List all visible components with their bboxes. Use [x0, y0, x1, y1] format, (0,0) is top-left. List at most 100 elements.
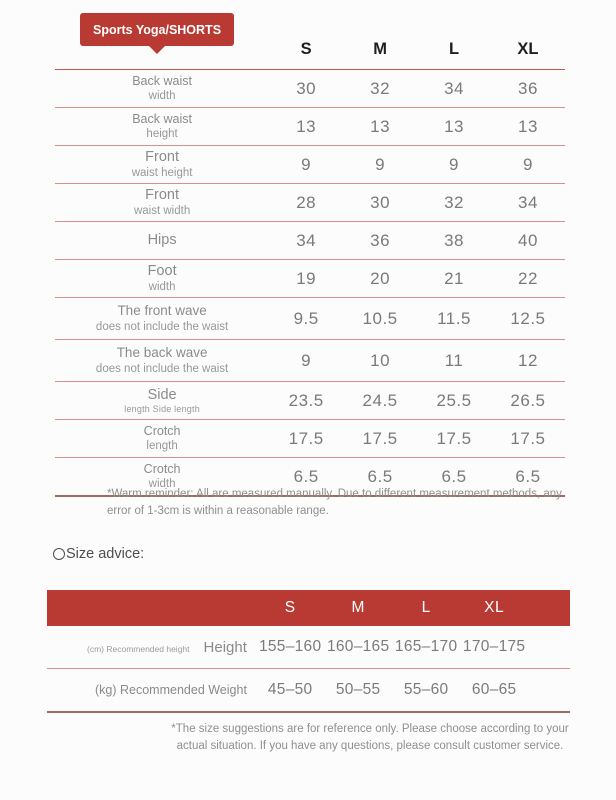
cell-value: 36: [518, 78, 538, 98]
row-label-group: Back waist width: [55, 74, 269, 104]
row-label: Front: [145, 149, 180, 166]
cell-value: 17.5: [510, 428, 546, 448]
cell-value: 9: [301, 350, 312, 370]
row-sublabel: width: [148, 478, 176, 491]
size-advice-heading: Size advice:: [53, 546, 144, 562]
cell-value: 24.5: [362, 390, 398, 410]
row-label: Crotch: [143, 423, 181, 438]
row-sublabel: width: [148, 90, 176, 103]
row-sublabel: does not include the waist: [95, 320, 229, 333]
cell-value: 11.5: [437, 308, 471, 328]
row-sublabel: height: [146, 128, 178, 141]
cell-value: 170–175: [462, 638, 526, 655]
row-label-group: Foot width: [55, 262, 269, 295]
cell-value: 13: [370, 116, 391, 136]
cell-value: 20: [370, 268, 391, 288]
row-label: Side: [147, 386, 177, 403]
table-row: (kg) Recommended Weight 45–50 50–55 55–6…: [47, 668, 570, 711]
table-row: Back waist height 13 13 13 13: [55, 107, 565, 145]
row-label-group: The front wave does not include the wais…: [55, 303, 269, 334]
measurement-table: S M L XL Back waist width 30 32 34 36 Ba…: [55, 30, 565, 497]
column-header-m: M: [373, 40, 387, 58]
cell-value: 155–160: [258, 638, 322, 655]
row-label-group: Crotch length: [55, 424, 269, 454]
row-sublabel: length: [146, 440, 178, 453]
size-advice-header-bar: S M L XL: [47, 590, 570, 626]
advice-column-header-xl: XL: [484, 599, 505, 616]
cell-value: 9: [449, 154, 460, 174]
row-label: Height: [203, 638, 247, 656]
cell-value: 9: [301, 154, 312, 174]
category-badge-label: Sports Yoga/SHORTS: [93, 23, 222, 37]
row-label-group: (cm) Recommended height Height: [47, 639, 256, 656]
row-label: Hips: [147, 232, 177, 249]
cell-value: 6.5: [293, 466, 319, 486]
cell-value: 25.5: [436, 390, 472, 410]
cell-value: 19: [296, 268, 317, 288]
table-row: Front waist width 28 30 32 34: [55, 183, 565, 221]
measurement-table-header: S M L XL: [55, 30, 565, 69]
cell-value: 32: [444, 192, 464, 212]
cell-value: 23.5: [288, 390, 324, 410]
cell-value: 17.5: [436, 428, 472, 448]
cell-value: 50–55: [335, 681, 381, 698]
advice-column-header-s: S: [284, 599, 296, 616]
cell-value: 30: [370, 192, 391, 212]
row-label-group: Back waist height: [55, 112, 269, 142]
cell-value: 10.5: [362, 308, 398, 328]
cell-value: 26.5: [510, 390, 546, 410]
cell-value: 55–60: [403, 681, 449, 698]
table-row: (cm) Recommended height Height 155–160 1…: [47, 626, 570, 668]
category-badge: Sports Yoga/SHORTS: [80, 13, 235, 46]
advice-column-header-l: L: [421, 599, 431, 616]
cell-value: 17.5: [288, 428, 324, 448]
cell-value: 34: [444, 78, 464, 98]
cell-value: 22: [518, 268, 538, 288]
cell-value: 10: [370, 350, 391, 370]
cell-value: 12: [518, 350, 538, 370]
column-header-s: S: [300, 40, 312, 58]
row-label: Back waist: [132, 111, 192, 126]
table-row: Foot width 19 20 21 22: [55, 259, 565, 297]
row-label: Front: [145, 187, 180, 204]
column-header-l: L: [448, 40, 460, 58]
cell-value: 6.5: [441, 466, 467, 486]
table-row: Side length Side length 23.5 24.5 25.5 2…: [55, 381, 565, 419]
table-row: Crotch length 17.5 17.5 17.5 17.5: [55, 419, 565, 457]
row-label-group: The back wave does not include the waist: [55, 345, 269, 376]
cell-value: 36: [370, 230, 391, 250]
row-label-group: (kg) Recommended Weight: [47, 683, 256, 697]
cell-value: 13: [296, 116, 317, 136]
row-label: The back wave: [116, 344, 208, 360]
row-sublabel: waist width: [133, 205, 191, 218]
cell-value: 34: [518, 192, 538, 212]
cell-value: 17.5: [362, 428, 398, 448]
cell-value: 38: [444, 230, 464, 250]
cell-value: 40: [518, 230, 538, 250]
cell-value: 12.5: [510, 308, 546, 328]
column-header-xl: XL: [517, 40, 539, 58]
row-label: Foot: [147, 263, 177, 280]
cell-value: 13: [444, 116, 464, 136]
row-label-group: Front waist height: [55, 148, 269, 181]
warm-reminder-note: *Warm reminder: All are measured manuall…: [107, 488, 562, 517]
row-sublabel: width: [148, 281, 176, 294]
size-advice-heading-label: Size advice:: [66, 546, 145, 562]
cell-value: 32: [370, 78, 391, 98]
row-label: Back waist: [132, 73, 192, 88]
table-row: Crotch width 6.5 6.5 6.5 6.5: [55, 457, 565, 497]
cell-value: 60–65: [471, 681, 517, 698]
row-sublabel: (cm) Recommended height: [87, 643, 190, 654]
size-advice-table: (cm) Recommended height Height 155–160 1…: [47, 626, 570, 713]
cell-value: 9: [522, 154, 533, 174]
advice-column-header-m: M: [351, 599, 365, 616]
cell-value: 6.5: [367, 466, 393, 486]
row-label-group: Front waist width: [55, 186, 269, 219]
cell-value: 160–165: [326, 638, 390, 655]
table-row: The back wave does not include the waist…: [55, 339, 565, 381]
row-label: (kg) Recommended Weight: [95, 683, 247, 697]
cell-value: 28: [296, 192, 317, 212]
cell-value: 6.5: [515, 466, 541, 486]
row-sublabel: length Side length: [124, 403, 200, 414]
row-label-group: Side length Side length: [55, 386, 269, 415]
